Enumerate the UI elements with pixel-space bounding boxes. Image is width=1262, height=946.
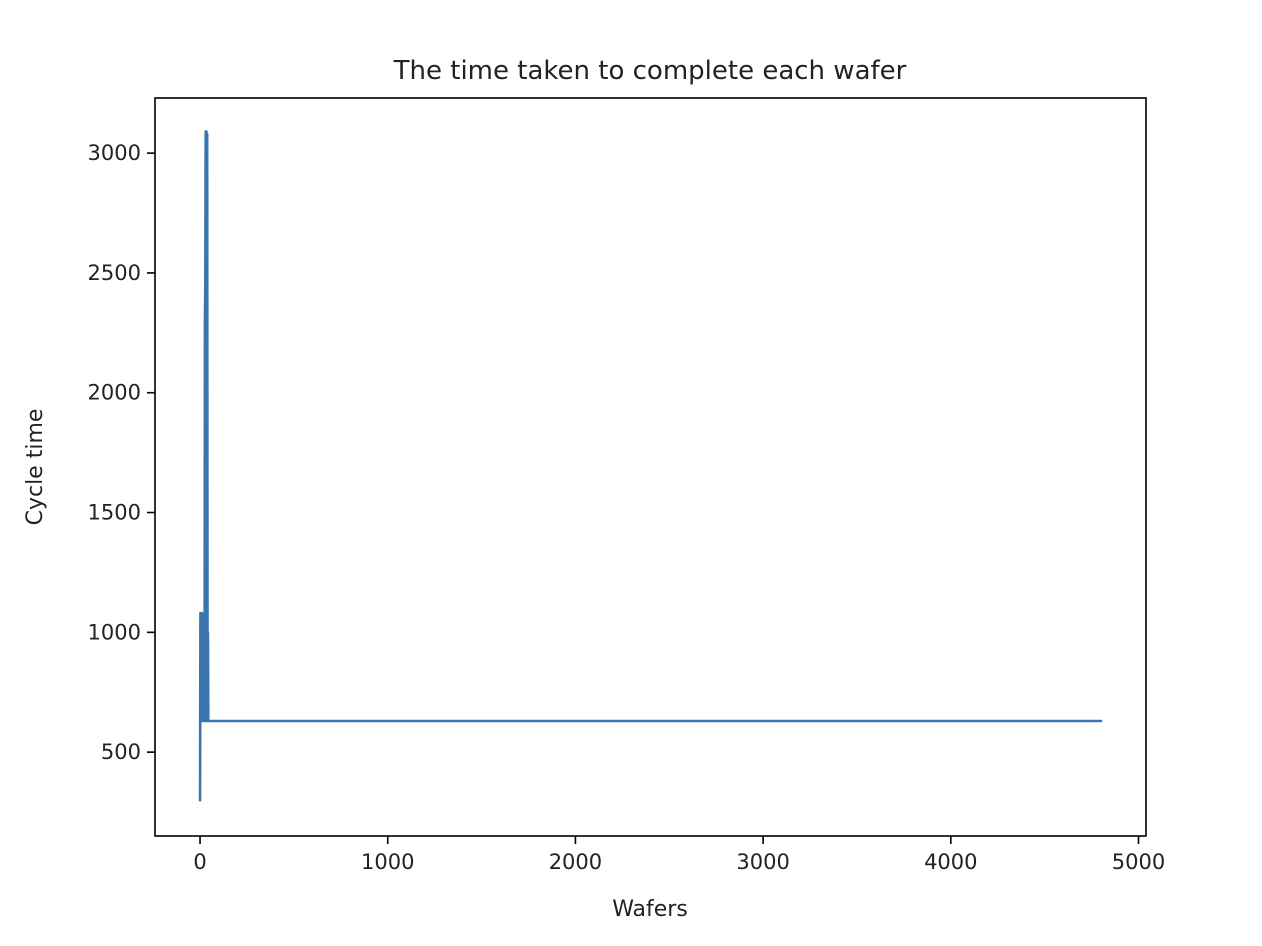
- x-tick-label: 0: [193, 850, 206, 874]
- series-line: [198, 130, 1103, 802]
- y-tick-label: 2500: [88, 261, 141, 285]
- y-axis: 500 1000 1500 2000 2500 3000: [88, 141, 155, 764]
- x-tick-label: 1000: [361, 850, 414, 874]
- y-tick-label: 2000: [88, 381, 141, 405]
- y-tick-label: 1000: [88, 620, 141, 644]
- plot-area: [198, 130, 1103, 802]
- y-axis-label: Cycle time: [23, 409, 48, 526]
- x-axis-label: Wafers: [612, 897, 688, 922]
- x-tick-label: 5000: [1112, 850, 1165, 874]
- y-tick-label: 500: [101, 740, 141, 764]
- chart-title: The time taken to complete each wafer: [393, 56, 907, 86]
- x-tick-label: 2000: [549, 850, 602, 874]
- axes-frame: [154, 97, 1147, 837]
- x-tick-label: 3000: [736, 850, 789, 874]
- x-tick-label: 4000: [924, 850, 977, 874]
- y-tick-label: 1500: [88, 501, 141, 525]
- y-tick-label: 3000: [88, 141, 141, 165]
- x-axis: 0 1000 2000 3000 4000 5000: [193, 836, 1165, 874]
